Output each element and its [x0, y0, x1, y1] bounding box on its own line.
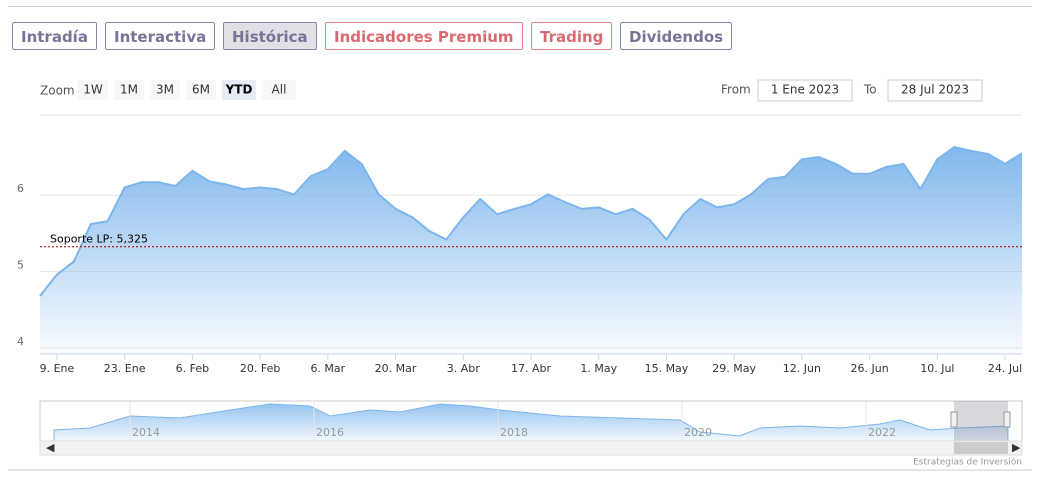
navigator-handle[interactable]	[950, 411, 958, 428]
scrollbar	[39, 440, 1023, 456]
zoom-button[interactable]	[262, 80, 296, 100]
x-tick-label: 6. Feb	[176, 362, 209, 375]
x-tick-label: 23. Ene	[104, 362, 146, 375]
zoom-label: Zoom	[40, 84, 75, 98]
x-tick-label: 29. May	[712, 362, 756, 375]
tab[interactable]: Indicadores Premium	[325, 22, 523, 50]
y-tick-label: 5	[17, 259, 24, 272]
zoom-button-label[interactable]: 3M	[156, 83, 174, 97]
zoom-button-label[interactable]: YTD	[225, 83, 253, 97]
x-tick-label: 9. Ene	[40, 362, 75, 375]
x-tick-label: 3. Abr	[447, 362, 480, 375]
zoom-button-label[interactable]: All	[272, 83, 287, 97]
navigator-handle[interactable]	[1003, 411, 1011, 428]
y-tick-label: 6	[17, 182, 24, 195]
scroll-left[interactable]: ◀	[46, 441, 55, 454]
x-tick-label: 26. Jun	[851, 362, 889, 375]
to-label: To	[863, 83, 877, 97]
y-tick-label: 4	[17, 335, 24, 348]
navigator-label: 2018	[500, 426, 528, 439]
navigator-mask[interactable]	[954, 401, 1008, 441]
area	[40, 147, 1022, 354]
credits: Estrategias de Inversión	[913, 457, 1022, 468]
tab[interactable]: Trading	[531, 22, 613, 50]
scrollbar-thumb[interactable]	[954, 442, 1008, 454]
to-value[interactable]: 28 Jul 2023	[901, 83, 969, 97]
plot: 4 5 6 9. Ene 23. Ene 6. Feb 20. Feb 6. Mar 20. M…	[17, 146, 1023, 375]
tab[interactable]: Interactiva	[105, 22, 216, 50]
top-rule	[8, 6, 1032, 7]
x-tick-label: 1. May	[580, 362, 617, 375]
range-selector: Zoom 1W 1M 3M 6M YTD All From 1 Ene 2023 To 28 Jul…	[40, 79, 983, 102]
tab[interactable]: Histórica	[223, 22, 317, 50]
plot-line-label: Soporte LP: 5,325	[50, 233, 148, 246]
from-value[interactable]: 1 Ene 2023	[771, 83, 839, 97]
zoom-button-label[interactable]: 1W	[83, 83, 103, 97]
scroll-right[interactable]: ▶	[1012, 441, 1021, 454]
navigator-label: 2014	[132, 426, 160, 439]
zoom-button[interactable]	[186, 80, 216, 100]
x-tick-label: 17. Abr	[511, 362, 551, 375]
x-tick-label: 6. Mar	[310, 362, 345, 375]
x-tick-label: 20. Mar	[375, 362, 417, 375]
zoom-button[interactable]	[222, 80, 256, 100]
zoom-button[interactable]	[114, 80, 144, 100]
zoom-button-label[interactable]: 1M	[120, 83, 138, 97]
x-tick-label: 10. Jul	[920, 362, 954, 375]
navigator-series	[53, 403, 1009, 442]
navigator-label: 2016	[316, 426, 344, 439]
x-tick-label: 12. Jun	[783, 362, 821, 375]
from-input[interactable]	[757, 79, 853, 102]
navigator-labels: 2014 2016 2018 2020 2022	[129, 401, 896, 441]
tab[interactable]: Dividendos	[620, 22, 733, 50]
zoom-button[interactable]	[150, 80, 180, 100]
navigator-label: 2020	[684, 426, 712, 439]
x-tick-label: 15. May	[645, 362, 689, 375]
x-tick-label: 20. Feb	[240, 362, 280, 375]
zoom-button[interactable]	[78, 80, 108, 100]
tab[interactable]: Intradía	[12, 22, 97, 50]
from-label: From	[721, 83, 751, 97]
x-tick-label: 24. Jul	[988, 362, 1022, 375]
navigator: ◀ ▶	[39, 400, 1023, 456]
zoom-button-label[interactable]: 6M	[192, 83, 210, 97]
line	[39, 146, 1023, 297]
navigator-label: 2022	[868, 426, 896, 439]
to-input[interactable]	[887, 79, 983, 102]
